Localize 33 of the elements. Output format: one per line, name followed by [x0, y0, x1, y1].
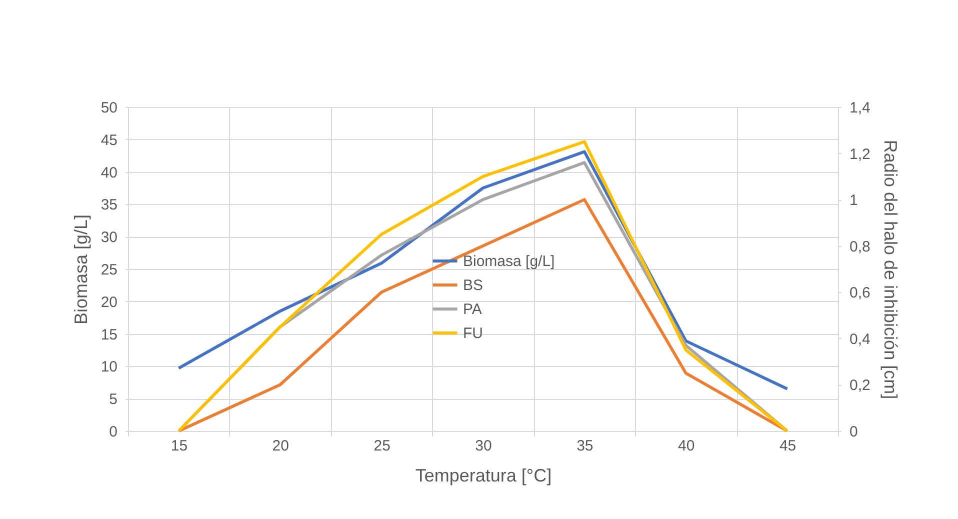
y2-tick-label: 0,8	[850, 238, 870, 256]
x-tick-label: 30	[475, 438, 492, 454]
x-tick-label: 35	[576, 438, 594, 454]
y-tick-label: 0	[109, 424, 118, 440]
y2-tick-label: 0,2	[850, 377, 870, 394]
y-tick-label: 5	[109, 391, 118, 408]
y2-tick-label: 1,4	[850, 100, 870, 116]
y-tick-label: 30	[100, 229, 118, 246]
y2-tick-label: 1,2	[850, 146, 870, 163]
y-tick-label: 35	[100, 196, 118, 214]
y-tick-label: 40	[100, 164, 118, 182]
legend-label: FU	[463, 325, 483, 342]
legend-label: BS	[463, 277, 484, 294]
legend-label: Biomasa [g/L]	[463, 253, 555, 270]
y-tick-label: 15	[100, 326, 118, 344]
y-tick-label: 20	[100, 294, 118, 311]
x-tick-label: 25	[374, 438, 390, 454]
x-axis-title: Temperatura [°C]	[415, 466, 552, 486]
y-tick-label: 45	[100, 132, 118, 149]
y2-tick-label: 0	[850, 424, 858, 440]
y2-tick-label: 1	[850, 192, 858, 210]
x-tick-label: 15	[170, 438, 188, 454]
y-tick-label: 10	[100, 358, 118, 376]
x-tick-label: 40	[678, 438, 695, 454]
y2-axis-title: Radio del halo de inhibición [cm]	[880, 140, 900, 400]
x-tick-label: 45	[779, 438, 796, 454]
legend-label: PA	[463, 301, 482, 318]
x-tick-label: 20	[272, 438, 289, 454]
y-tick-label: 25	[100, 262, 118, 278]
y-tick-label: 50	[100, 100, 118, 116]
y2-tick-label: 0,4	[850, 330, 870, 348]
y2-tick-label: 0,6	[850, 284, 870, 302]
y-axis-title: Biomasa [g/L]	[70, 214, 91, 325]
